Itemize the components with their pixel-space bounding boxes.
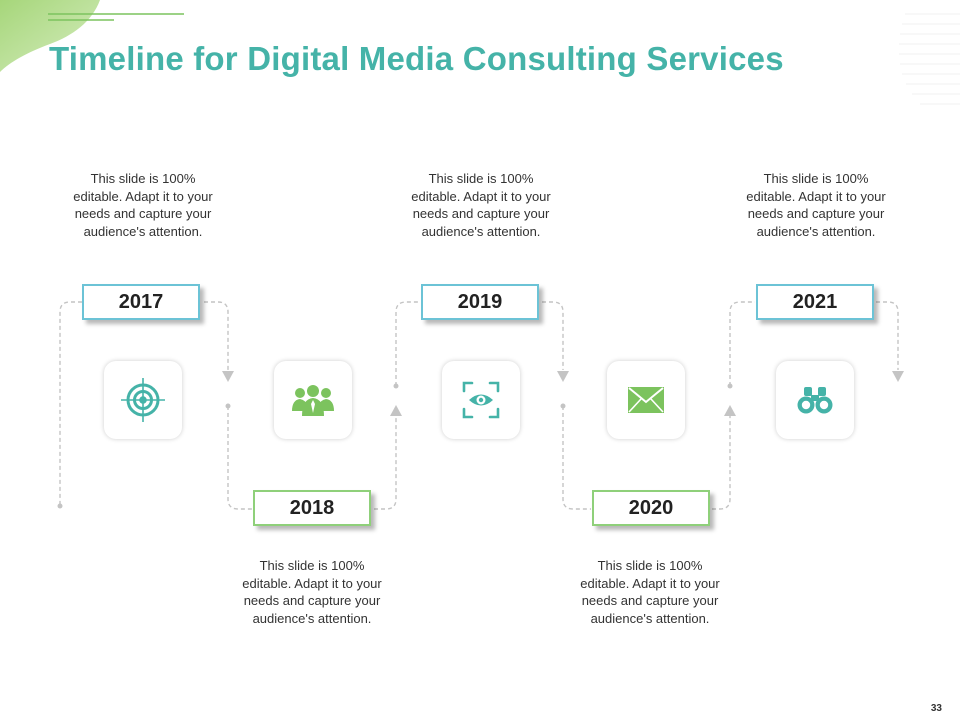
milestone-2019-text: This slide is 100% editable. Adapt it to…: [411, 171, 551, 239]
year-box-2020: 2020: [592, 490, 710, 526]
icon-card-2020: [607, 361, 685, 439]
year-box-2018: 2018: [253, 490, 371, 526]
corner-decoration: [0, 0, 100, 72]
icon-card-2017: [104, 361, 182, 439]
corner-pattern: [899, 13, 960, 105]
year-box-2017: 2017: [82, 284, 200, 320]
milestone-2017-text: This slide is 100% editable. Adapt it to…: [73, 171, 213, 239]
page-title: Timeline for Digital Media Consulting Se…: [49, 40, 784, 77]
year-box-2019: 2019: [421, 284, 539, 320]
envelope-icon: [628, 387, 664, 413]
milestone-2018-text: This slide is 100% editable. Adapt it to…: [242, 558, 382, 626]
page-number: 33: [930, 703, 942, 714]
icon-card-2018: [274, 361, 352, 439]
milestone-2021-text: This slide is 100% editable. Adapt it to…: [746, 171, 886, 239]
binoculars-icon: [797, 387, 833, 414]
icon-card-2019: [442, 361, 520, 439]
eye-icon: [462, 381, 500, 419]
target-icon: [121, 378, 165, 422]
team-icon: [292, 385, 334, 416]
year-box-2021: 2021: [756, 284, 874, 320]
icon-card-2021: [776, 361, 854, 439]
milestone-2020-text: This slide is 100% editable. Adapt it to…: [580, 558, 720, 626]
